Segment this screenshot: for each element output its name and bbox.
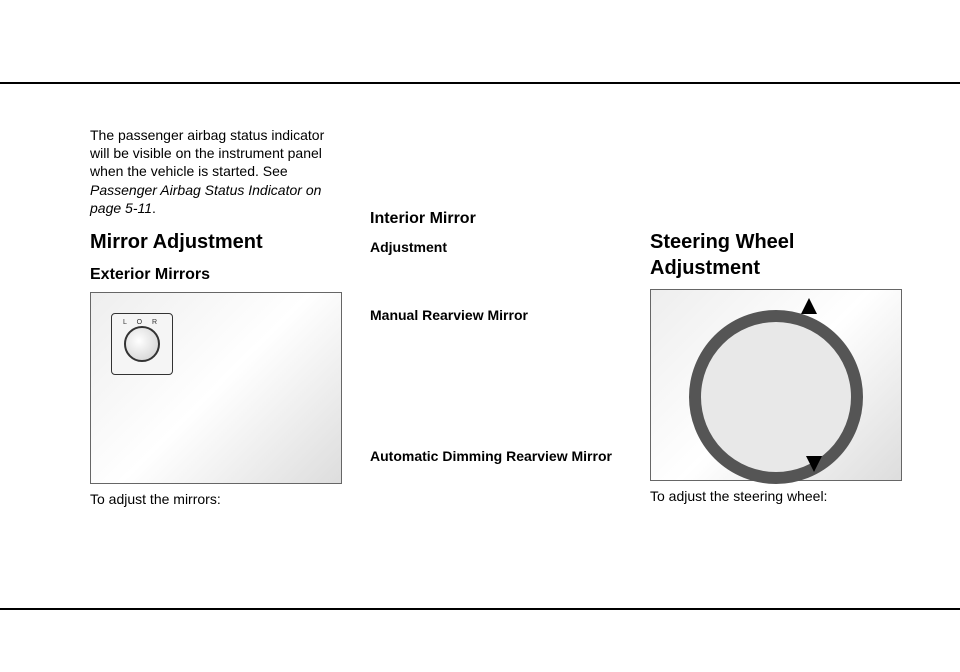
knob-label: L O R xyxy=(112,318,172,327)
columns: The passenger airbag status indicator wi… xyxy=(90,120,900,514)
auto-dimming-heading: Automatic Dimming Rearview Mirror xyxy=(370,447,620,465)
column-3: …………… Steering Wheel Adjustment To adjus… xyxy=(650,120,900,514)
mirror-control-illustration: L O R xyxy=(90,292,342,484)
exterior-mirrors-heading: Exterior Mirrors xyxy=(90,265,340,286)
airbag-ref: Passenger Airbag Status Indicator on pag… xyxy=(90,182,321,216)
airbag-paragraph: The passenger airbag status indicator wi… xyxy=(90,126,340,217)
adjust-steering-text: To adjust the steering wheel: xyxy=(650,487,900,505)
arrow-up-icon xyxy=(801,298,817,314)
bottom-rule xyxy=(0,608,960,610)
mirror-knob-icon: L O R xyxy=(111,313,173,375)
column-1: The passenger airbag status indicator wi… xyxy=(90,120,340,514)
steering-wheel-heading: Steering Wheel Adjustment xyxy=(650,229,900,281)
steering-wheel-illustration xyxy=(650,289,902,481)
top-rule xyxy=(0,82,960,84)
interior-mirror-heading: Interior Mirror xyxy=(370,209,620,230)
column-2: ………… Interior Mirror Adjustment …… Manua… xyxy=(370,120,620,514)
arrow-down-icon xyxy=(806,456,822,472)
adjust-mirrors-text: To adjust the mirrors: xyxy=(90,490,340,508)
manual-page: The passenger airbag status indicator wi… xyxy=(0,0,960,672)
airbag-text-a: The passenger airbag status indicator wi… xyxy=(90,127,324,179)
steering-wheel-icon xyxy=(689,310,863,484)
adjustment-heading: Adjustment xyxy=(370,238,620,256)
mirror-adjustment-heading: Mirror Adjustment xyxy=(90,229,340,255)
manual-rearview-heading: Manual Rearview Mirror xyxy=(370,306,620,324)
airbag-text-b: . xyxy=(152,200,156,216)
